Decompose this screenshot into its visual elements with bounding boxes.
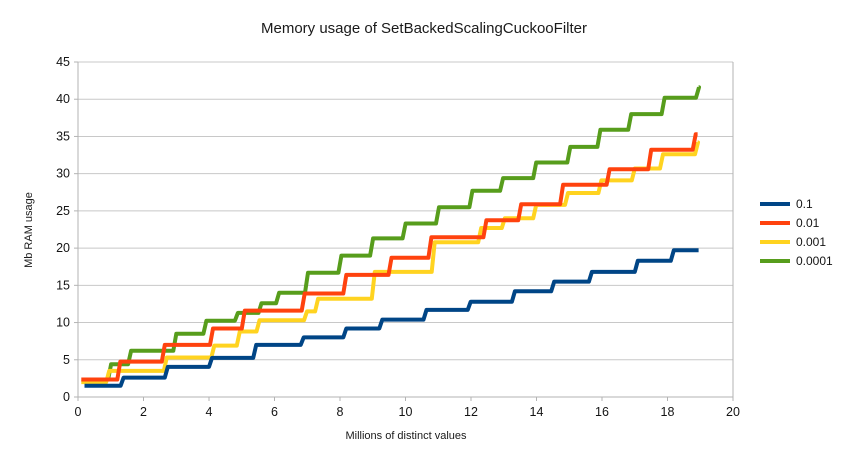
y-tick-label: 45 [56,55,70,69]
legend-swatch-0.1 [760,202,790,207]
legend-swatch-0.001 [760,239,790,244]
legend-label: 0.01 [796,216,820,231]
legend-label: 0.1 [796,197,813,212]
chart-title: Memory usage of SetBackedScalingCuckooFi… [261,20,587,37]
legend-item-0.0001: 0.0001 [760,251,833,270]
legend-swatch-0.01 [760,221,790,226]
x-tick-label: 6 [271,405,278,419]
chart-legend: 0.1 0.01 0.001 0.0001 [760,195,833,270]
series-line-0.0001 [82,85,701,382]
x-axis-title: Millions of distinct values [345,430,467,442]
legend-item-0.01: 0.01 [760,214,833,233]
x-tick-label: 14 [530,405,544,419]
series-line-0.001 [81,140,700,385]
y-tick-label: 25 [56,204,70,218]
y-tick-label: 10 [56,316,70,330]
x-tick-label: 18 [661,405,675,419]
y-axis-title: Mb RAM usage [23,192,35,268]
y-tick-label: 0 [63,390,70,404]
legend-label: 0.0001 [796,253,833,268]
x-tick-label: 20 [726,405,740,419]
legend-item-0.001: 0.001 [760,233,833,252]
x-tick-label: 12 [464,405,478,419]
x-tick-label: 2 [140,405,147,419]
x-tick-label: 16 [595,405,609,419]
x-tick-label: 10 [399,405,413,419]
y-tick-label: 35 [56,129,70,143]
y-tick-label: 30 [56,167,70,181]
x-tick-label: 8 [337,405,344,419]
series-line-0.1 [84,248,699,388]
x-tick-label: 4 [206,405,213,419]
y-tick-label: 40 [56,92,70,106]
y-tick-label: 5 [63,353,70,367]
legend-item-0.1: 0.1 [760,195,833,214]
x-tick-label: 0 [75,405,82,419]
series-line-0.01 [81,132,698,382]
legend-label: 0.001 [796,234,827,249]
legend-swatch-0.0001 [760,258,790,263]
y-tick-label: 15 [56,278,70,292]
y-tick-label: 20 [56,241,70,255]
